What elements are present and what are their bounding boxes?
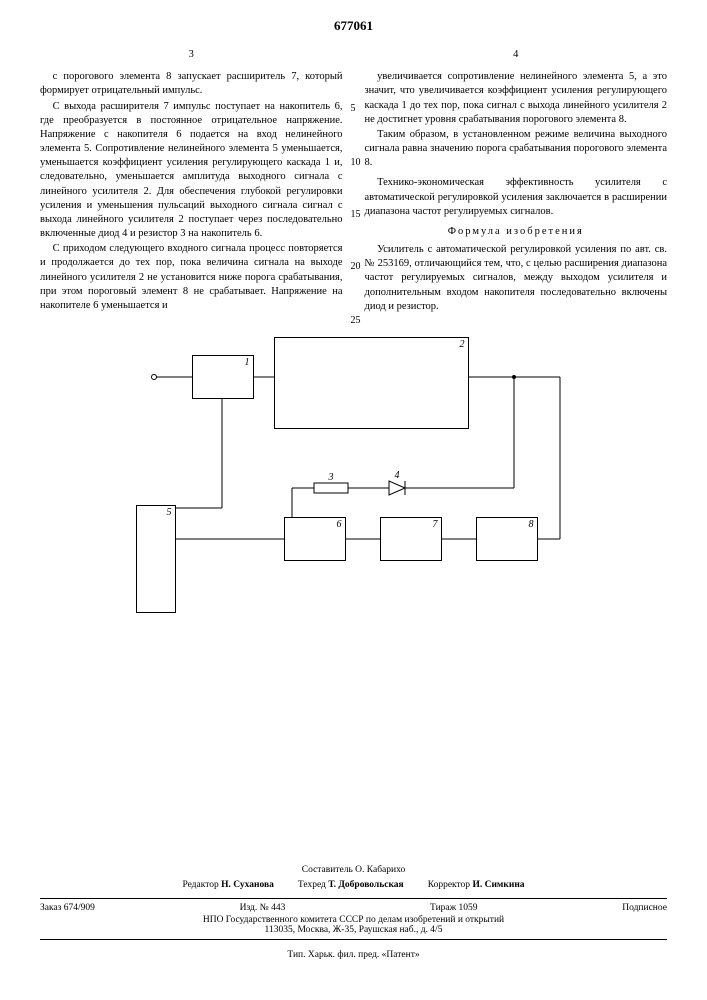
body-paragraph: С приходом следующего входного сигнала п… <box>40 242 343 313</box>
tirazh: Тираж 1059 <box>430 903 478 913</box>
line-number: 20 <box>351 260 361 274</box>
footer-block: Составитель О. Кабарихо Редактор Н. Суха… <box>40 864 667 960</box>
body-paragraph: Таким образом, в установленном режиме ве… <box>365 128 668 171</box>
block-1: 1 <box>192 355 254 399</box>
line-number: 10 <box>351 156 361 170</box>
zakaz: Заказ 674/909 <box>40 903 95 913</box>
podpis: Подписное <box>622 903 667 913</box>
block-2: 2 <box>274 337 469 429</box>
corrector: Корректор И. Симкина <box>428 879 525 892</box>
body-paragraph: Технико-экономическая эффективность усил… <box>365 176 668 219</box>
text-columns: 3 с порогового элемента 8 запускает расш… <box>40 48 667 315</box>
compiler: Составитель О. Кабарихо <box>40 864 667 877</box>
col-number-right: 4 <box>365 48 668 62</box>
block-7: 7 <box>380 517 442 561</box>
line-number: 5 <box>351 102 356 116</box>
tehred: Техред Т. Добровольская <box>298 879 404 892</box>
formula-paragraph: Усилитель с автоматической регулировкой … <box>365 243 668 314</box>
body-paragraph: С выхода расширителя 7 импульс поступает… <box>40 100 343 242</box>
printer: Тип. Харьк. фил. пред. «Патент» <box>40 950 667 960</box>
svg-text:3: 3 <box>327 472 333 483</box>
block-8: 8 <box>476 517 538 561</box>
block-5: 5 <box>136 505 176 613</box>
col-number-left: 3 <box>40 48 343 62</box>
org-name: НПО Государственного комитета СССР по де… <box>40 915 667 925</box>
schematic-diagram: 3 4 12 5 678 <box>134 333 574 633</box>
body-paragraph: с порогового элемента 8 запускает расшир… <box>40 70 343 98</box>
line-number: 15 <box>351 208 361 222</box>
org-addr: 113035, Москва, Ж-35, Раушская наб., д. … <box>40 925 667 935</box>
line-number: 25 <box>351 314 361 328</box>
document-number: 677061 <box>40 18 667 34</box>
editor: Редактор Н. Суханова <box>182 879 273 892</box>
block-6: 6 <box>284 517 346 561</box>
formula-heading: Формула изобретения <box>365 225 668 239</box>
izd: Изд. № 443 <box>240 903 286 913</box>
body-paragraph: увеличивается сопротивление нелинейного … <box>365 70 668 127</box>
svg-text:4: 4 <box>394 470 399 481</box>
